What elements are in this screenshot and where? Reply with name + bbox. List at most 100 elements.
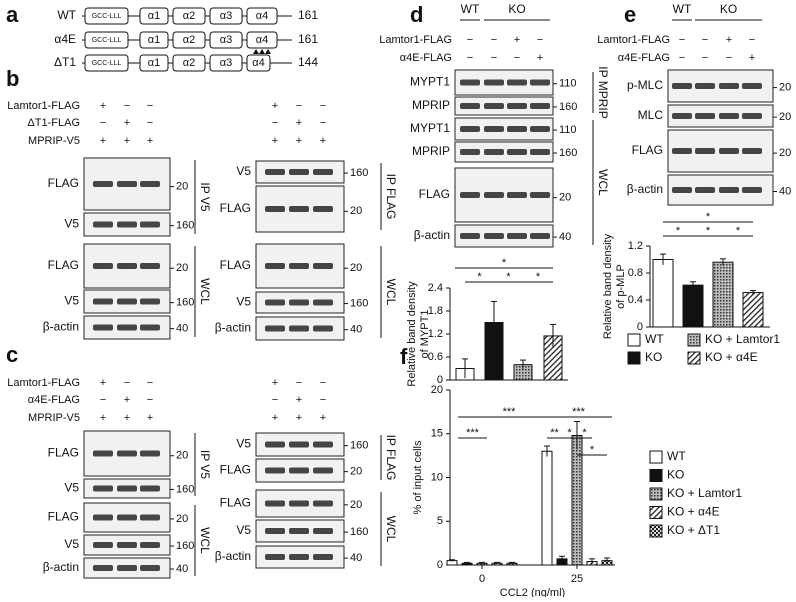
size-marker: 20 — [176, 450, 188, 462]
band — [140, 221, 160, 228]
band — [289, 263, 309, 269]
domain-box — [139, 31, 169, 49]
size-marker: 40 — [350, 552, 362, 564]
band — [484, 79, 504, 86]
blot-name: p-MLC — [627, 78, 663, 92]
significance-label: * — [676, 225, 681, 237]
legend-label: WT — [667, 449, 686, 463]
group-header: WT — [461, 2, 480, 16]
domain-box — [84, 31, 129, 49]
band — [265, 441, 285, 448]
panel-label: c — [6, 342, 18, 367]
size-marker: 20 — [176, 181, 188, 193]
condition-sign: + — [147, 135, 153, 147]
band — [140, 450, 160, 457]
significance-label: * — [502, 257, 507, 269]
significance-label: * — [536, 271, 541, 283]
condition-sign: + — [100, 412, 106, 424]
blot-name: β-actin — [627, 182, 663, 196]
band — [530, 192, 550, 198]
condition-sign: + — [147, 412, 153, 424]
length-label: 161 — [298, 8, 318, 22]
band — [265, 299, 285, 306]
size-marker: 160 — [176, 483, 194, 495]
significance-label: ** — [550, 427, 559, 439]
blot-name: FLAG — [419, 187, 450, 201]
band — [140, 565, 160, 571]
condition-sign: + — [296, 412, 302, 424]
group-label: WCL — [198, 527, 212, 554]
blot-name: V5 — [64, 537, 79, 551]
band — [742, 148, 762, 154]
band — [117, 514, 137, 521]
condition-sign: − — [514, 52, 520, 64]
condition-name: α4E-FLAG — [28, 394, 80, 406]
band — [313, 169, 333, 175]
band — [289, 441, 309, 448]
size-marker: 110 — [559, 78, 577, 90]
band — [117, 324, 137, 331]
band — [140, 485, 160, 492]
band — [484, 103, 504, 109]
condition-sign: + — [514, 34, 520, 46]
band — [140, 263, 160, 269]
condition-sign: + — [320, 135, 326, 147]
legend-label: KO + Lamtor1 — [705, 332, 780, 346]
band — [117, 181, 137, 187]
y-tick-label: 2.4 — [428, 282, 443, 294]
condition-sign: − — [679, 34, 685, 46]
condition-sign: + — [296, 135, 302, 147]
band — [460, 149, 480, 155]
size-marker: 160 — [350, 297, 368, 309]
blot-name: V5 — [236, 295, 251, 309]
group-label: WCL — [198, 278, 212, 305]
legend-label: KO + Lamtor1 — [667, 486, 742, 500]
band — [719, 83, 739, 89]
legend-swatch — [649, 524, 663, 538]
condition-sign: − — [320, 394, 326, 406]
condition-sign: + — [124, 394, 130, 406]
domain-label: α2 — [183, 57, 195, 69]
condition-name: Lamtor1-FLAG — [7, 377, 80, 389]
panel-label: a — [6, 2, 19, 27]
size-marker: 160 — [176, 220, 194, 232]
band — [117, 298, 137, 305]
y-tick-label: 0 — [437, 559, 443, 571]
band — [93, 514, 113, 521]
condition-sign: − — [147, 394, 153, 406]
size-marker: 20 — [779, 111, 791, 123]
domain-label: α3 — [220, 57, 232, 69]
domain-box — [209, 7, 243, 25]
size-marker: 160 — [350, 167, 368, 179]
significance-label: *** — [466, 427, 480, 439]
condition-sign: + — [320, 412, 326, 424]
band — [313, 325, 333, 332]
condition-sign: − — [491, 52, 497, 64]
x-tick-label: 0 — [479, 573, 485, 585]
band — [672, 148, 692, 154]
significance-label: * — [506, 271, 511, 283]
band — [313, 299, 333, 306]
condition-sign: + — [749, 52, 755, 64]
band — [695, 148, 715, 154]
band — [93, 298, 113, 305]
condition-sign: + — [272, 100, 278, 112]
band — [289, 554, 309, 560]
band — [93, 450, 113, 457]
significance-label: * — [567, 427, 572, 439]
blot-name: β-actin — [43, 320, 79, 334]
condition-sign: + — [296, 117, 302, 129]
size-marker: 40 — [559, 231, 571, 243]
y-axis-label: of p-MLP — [615, 264, 627, 309]
band — [265, 554, 285, 560]
y-tick-label: 5 — [437, 515, 443, 527]
domain-box — [84, 7, 129, 25]
band — [672, 83, 692, 89]
blot-name: V5 — [236, 164, 251, 178]
band — [93, 542, 113, 548]
band — [289, 206, 309, 212]
size-marker: 20 — [350, 499, 362, 511]
condition-sign: − — [147, 117, 153, 129]
band — [507, 149, 527, 155]
